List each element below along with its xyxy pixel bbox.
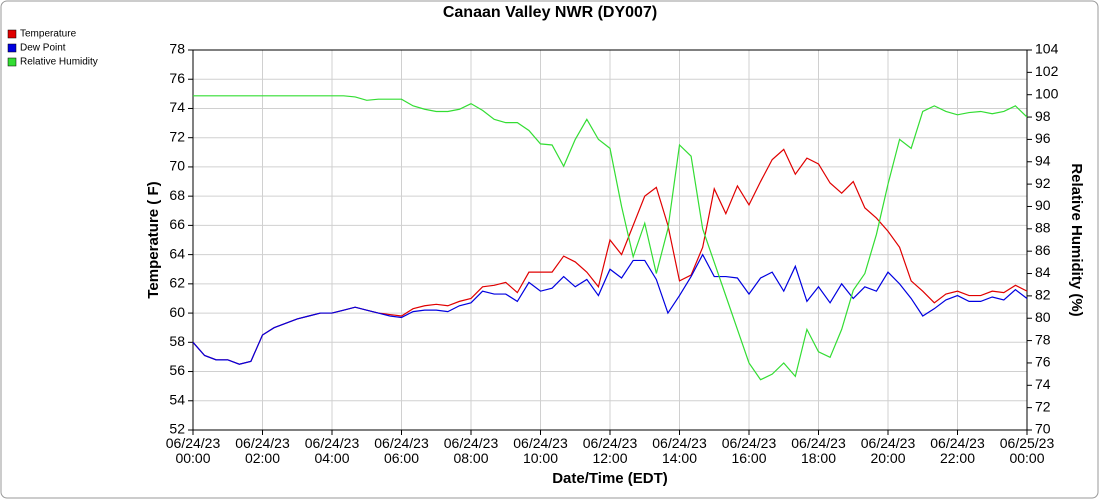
legend-swatch <box>7 29 17 39</box>
y2-tick-label: 80 <box>1035 309 1051 325</box>
series-line <box>193 95 1028 381</box>
y2-tick-label: 96 <box>1035 130 1051 146</box>
x-tick-label: 06/24/23 22:00 <box>930 435 985 466</box>
y-tick-label: 62 <box>169 275 185 291</box>
y2-tick-label: 88 <box>1035 220 1051 236</box>
y-tick-label: 78 <box>169 41 185 57</box>
y2-tick-label: 72 <box>1035 398 1051 414</box>
series-line <box>192 253 1028 365</box>
y2-tick-label: 70 <box>1035 421 1051 437</box>
x-tick-label: 06/24/23 14:00 <box>652 435 707 466</box>
x-axis-label: Date/Time (EDT) <box>552 470 668 487</box>
legend-swatch <box>7 43 17 53</box>
y2-tick-label: 102 <box>1035 63 1059 79</box>
y-tick-label: 52 <box>169 421 185 437</box>
y-tick-label: 70 <box>169 158 185 174</box>
x-tick-label: 06/25/23 00:00 <box>999 435 1055 466</box>
x-tick-label: 06/24/23 08:00 <box>443 435 499 466</box>
x-tick-label: 06/24/23 12:00 <box>582 435 638 466</box>
y2-tick-label: 100 <box>1035 85 1059 101</box>
x-tick-label: 06/24/23 18:00 <box>791 435 846 466</box>
y-tick-label: 64 <box>169 245 185 261</box>
plot-border <box>192 49 1028 431</box>
x-tick-label: 06/24/23 20:00 <box>860 435 916 466</box>
x-tick-label: 06/24/23 00:00 <box>165 435 221 466</box>
y-tick-label: 58 <box>169 333 185 349</box>
y-tick-label: 54 <box>169 391 185 407</box>
y2-tick-label: 78 <box>1035 331 1051 347</box>
y2-tick-label: 84 <box>1035 264 1051 280</box>
y-tick-label: 66 <box>169 216 185 232</box>
x-tick-label: 06/24/23 16:00 <box>721 435 777 466</box>
chart-title: Canaan Valley NWR (DY007) <box>443 4 657 21</box>
y-tick-label: 56 <box>169 362 185 378</box>
legend-label: Temperature <box>20 29 77 40</box>
y2-tick-label: 86 <box>1035 242 1051 258</box>
y-axis-label: Temperature ( F) <box>145 181 162 298</box>
y2-tick-label: 104 <box>1035 41 1059 57</box>
y2-tick-label: 94 <box>1035 152 1051 168</box>
x-tick-label: 06/24/23 06:00 <box>374 435 429 466</box>
y-tick-label: 76 <box>169 70 185 86</box>
y-tick-label: 74 <box>169 99 185 115</box>
y-tick-label: 60 <box>169 304 185 320</box>
y2-tick-label: 98 <box>1035 108 1051 124</box>
y2-axis-label: Relative Humidity (%) <box>1068 163 1085 316</box>
legend-label: Relative Humidity <box>20 57 98 68</box>
legend-label: Dew Point <box>20 43 66 54</box>
x-tick-label: 06/24/23 04:00 <box>304 435 360 466</box>
y2-tick-label: 82 <box>1035 287 1051 303</box>
y2-tick-label: 90 <box>1035 197 1051 213</box>
x-tick-label: 06/24/23 02:00 <box>235 435 290 466</box>
y-tick-label: 68 <box>169 187 185 203</box>
y-tick-label: 72 <box>169 128 185 144</box>
x-tick-label: 06/24/23 10:00 <box>513 435 568 466</box>
y2-tick-label: 92 <box>1035 175 1051 191</box>
y2-tick-label: 76 <box>1035 354 1051 370</box>
y2-tick-label: 74 <box>1035 376 1051 392</box>
legend-swatch <box>7 57 17 67</box>
